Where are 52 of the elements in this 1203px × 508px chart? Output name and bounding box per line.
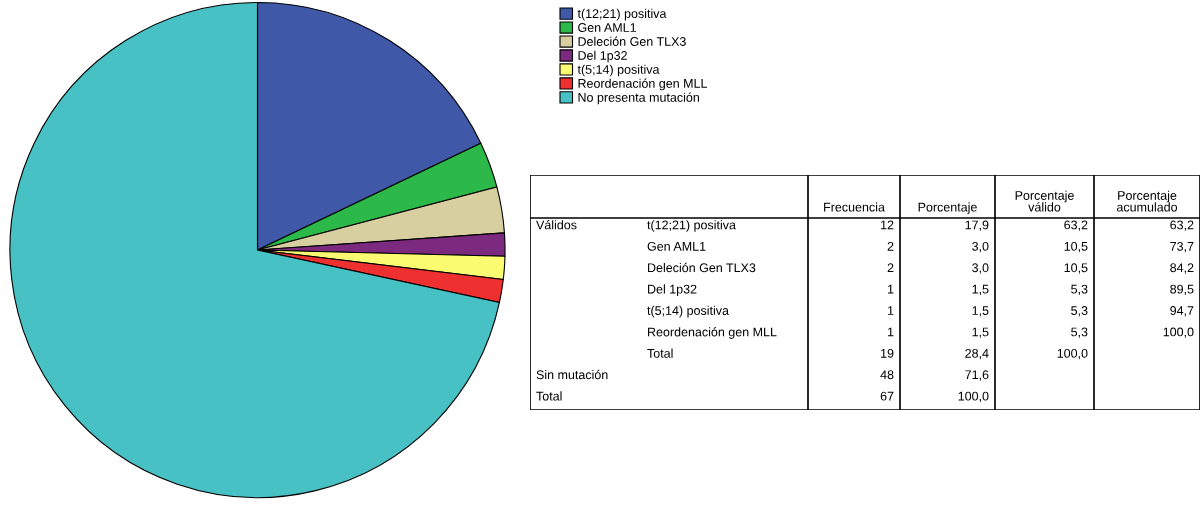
legend-label: t(5;14) positiva xyxy=(577,64,660,77)
text: 3,0 xyxy=(972,263,989,274)
text: 1,5 xyxy=(972,284,989,296)
legend-label: No presenta mutación xyxy=(578,92,699,105)
category-label: Frecuencia xyxy=(824,202,885,212)
text: 71,6 xyxy=(965,370,989,381)
category-label: t(5;14) positiva xyxy=(647,305,729,318)
category-label: Total xyxy=(647,348,673,358)
text: 19 xyxy=(881,348,894,358)
legend-label: t(12;21) positiva xyxy=(577,8,667,21)
text: 5,3 xyxy=(1071,306,1088,317)
text: 67 xyxy=(880,391,894,401)
text: 28,4 xyxy=(965,348,989,360)
legend-label: Deleción Gen TLX3 xyxy=(578,36,686,46)
text: 73,7 xyxy=(1170,241,1194,253)
legend-label: Reordenación gen MLL xyxy=(578,78,708,91)
text: 10,5 xyxy=(1064,263,1088,274)
text: 5,3 xyxy=(1071,327,1088,338)
category-label: Porcentaje xyxy=(918,202,977,214)
category-label: Total xyxy=(536,391,562,401)
text: 48 xyxy=(880,370,894,380)
text: 1 xyxy=(888,306,894,315)
text: 1,5 xyxy=(972,327,989,338)
category-label: Sin mutación xyxy=(536,369,608,380)
text: 12 xyxy=(881,220,894,230)
text: 63,2 xyxy=(1064,220,1088,231)
category-label: Porcentaje acumulado xyxy=(1116,190,1178,212)
text: 100,0 xyxy=(958,391,989,403)
text: 17,9 xyxy=(965,220,989,231)
text: 2 xyxy=(887,241,894,251)
text: 5,3 xyxy=(1071,284,1088,296)
category-label: Del 1p32 xyxy=(648,284,697,297)
category-label: Porcentaje válido xyxy=(1015,190,1074,212)
text: 2 xyxy=(887,263,894,273)
category-label: Válidos xyxy=(536,220,577,230)
category-label: t(12;21) positiva xyxy=(647,220,736,232)
text: 1,5 xyxy=(972,306,989,317)
text: 100,0 xyxy=(1163,327,1194,338)
category-label: Deleción Gen TLX3 xyxy=(648,262,756,273)
text: 1 xyxy=(888,284,894,294)
category-label: Gen AML1 xyxy=(647,241,706,251)
legend-label: Gen AML1 xyxy=(578,23,636,32)
text: 3,0 xyxy=(972,241,989,253)
text: 10,5 xyxy=(1064,241,1088,253)
text: 63,2 xyxy=(1170,220,1194,231)
legend-label: Del 1p32 xyxy=(578,50,627,63)
text: 84,2 xyxy=(1170,263,1194,274)
category-label: Reordenación gen MLL xyxy=(648,327,777,339)
text: 1 xyxy=(888,327,894,337)
text: 100,0 xyxy=(1057,348,1088,360)
text: 89,5 xyxy=(1170,284,1194,296)
text: 94,7 xyxy=(1170,306,1194,317)
